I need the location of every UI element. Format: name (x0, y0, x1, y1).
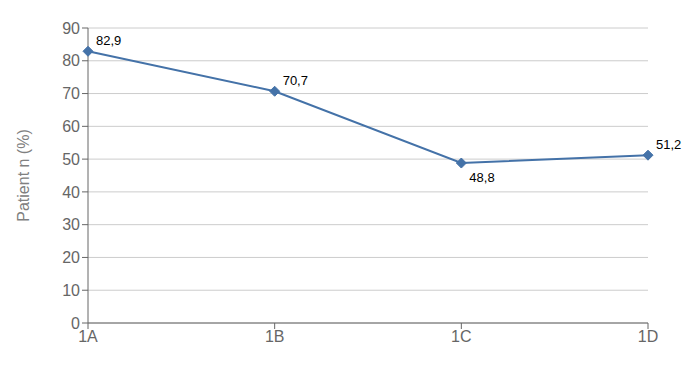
svg-text:90: 90 (62, 20, 80, 37)
svg-text:80: 80 (62, 52, 80, 69)
svg-text:40: 40 (62, 184, 80, 201)
svg-text:1A: 1A (78, 328, 98, 345)
svg-text:10: 10 (62, 282, 80, 299)
svg-text:30: 30 (62, 216, 80, 233)
svg-text:70: 70 (62, 85, 80, 102)
svg-text:70,7: 70,7 (283, 73, 308, 88)
svg-text:0: 0 (71, 315, 80, 332)
svg-text:82,9: 82,9 (96, 33, 121, 48)
svg-text:60: 60 (62, 118, 80, 135)
svg-text:1B: 1B (265, 328, 285, 345)
svg-text:1D: 1D (638, 328, 658, 345)
svg-text:1C: 1C (451, 328, 471, 345)
svg-text:50: 50 (62, 151, 80, 168)
svg-text:51,2: 51,2 (656, 137, 681, 152)
svg-text:20: 20 (62, 249, 80, 266)
svg-text:48,8: 48,8 (469, 170, 494, 185)
svg-text:Patient n (%): Patient n (%) (15, 129, 32, 221)
